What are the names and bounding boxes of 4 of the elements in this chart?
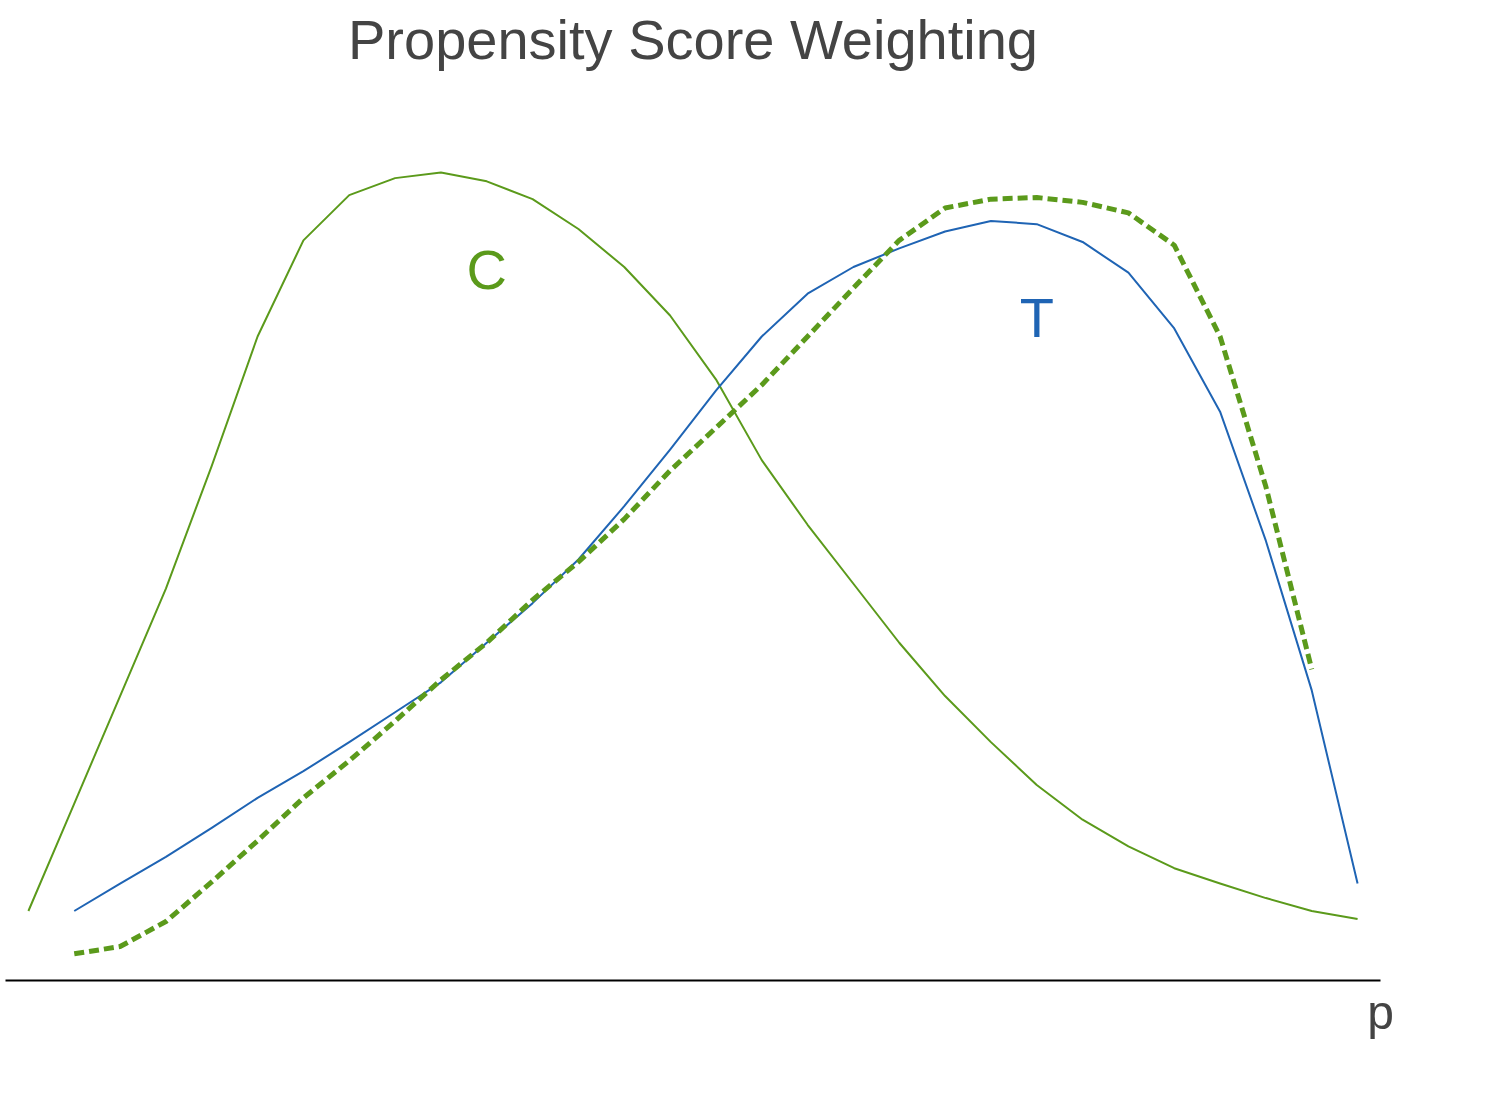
series-label: C — [466, 237, 507, 301]
chart-title: Propensity Score Weighting — [348, 7, 1038, 71]
series-label: T — [1019, 286, 1054, 350]
x-axis-title: p — [1367, 985, 1394, 1039]
